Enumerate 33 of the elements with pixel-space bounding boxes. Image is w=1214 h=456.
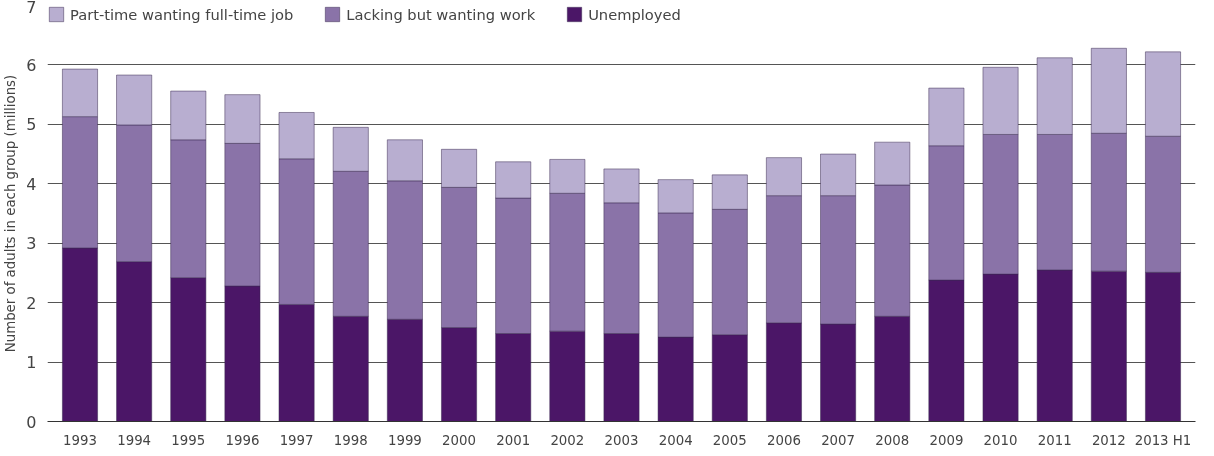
x-tick-label: 2007 (821, 432, 856, 448)
x-tick-label: 2011 (1037, 432, 1072, 448)
x-tick-label: 1999 (387, 432, 422, 448)
x-tick-label: 2003 (604, 432, 639, 448)
legend-label: Part-time wanting full-time job (70, 5, 294, 23)
x-tick-label: 2010 (983, 432, 1018, 448)
y-tick-label: 4 (26, 174, 37, 194)
y-tick-label: 0 (26, 412, 37, 432)
x-tick-label: 2002 (550, 432, 585, 448)
x-tick-label: 1998 (333, 432, 368, 448)
y-tick-label: 5 (26, 115, 37, 135)
x-tick-label: 2009 (929, 432, 964, 448)
y-tick-label: 7 (26, 0, 37, 17)
y-tick-label: 3 (26, 234, 37, 254)
x-tick-label: 2004 (658, 432, 693, 448)
x-tick-label: 1996 (225, 432, 260, 448)
x-tick-label: 1995 (171, 432, 206, 448)
x-tick-label: 2006 (766, 432, 801, 448)
x-tick-label: 2012 (1091, 432, 1126, 448)
x-tick-label: 2000 (442, 432, 477, 448)
y-tick-label: 6 (26, 55, 37, 75)
legend-label: Unemployed (588, 5, 681, 23)
x-tick-label: 2013 H1 (1134, 432, 1192, 448)
y-axis-title: Number of adults in each group (millions) (3, 74, 19, 353)
x-tick-label: 2008 (875, 432, 910, 448)
x-tick-label: 1997 (279, 432, 314, 448)
y-tick-label: 1 (26, 353, 37, 373)
legend-label: Lacking but wanting work (346, 5, 536, 23)
x-tick-label: 1993 (63, 432, 97, 448)
x-tick-label: 1994 (117, 432, 152, 448)
x-tick-label: 2005 (712, 432, 747, 448)
x-tick-label: 2001 (496, 432, 531, 448)
y-tick-label: 2 (26, 293, 37, 313)
